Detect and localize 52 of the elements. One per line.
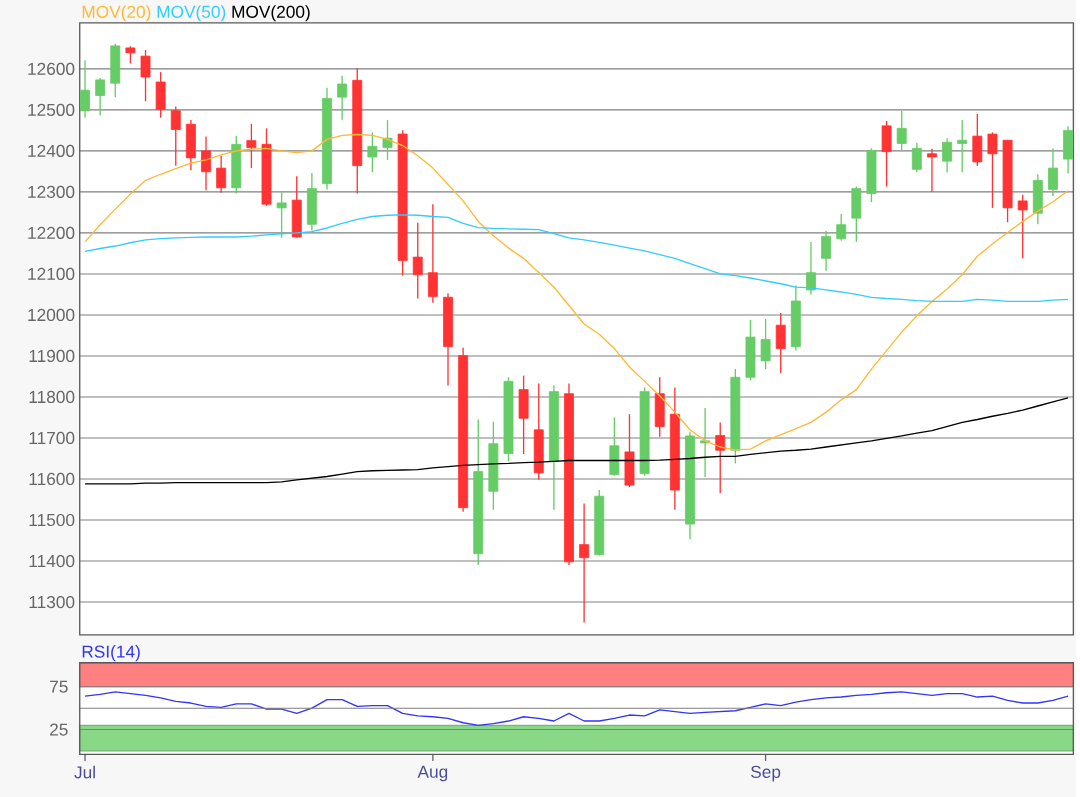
y-tick-label: 11600: [29, 472, 75, 485]
y-tick-label: 11700: [29, 431, 75, 444]
candlestick: [775, 312, 786, 374]
candlestick: [1017, 193, 1028, 259]
candlestick: [201, 135, 211, 191]
y-tick-label: 12000: [28, 308, 75, 321]
x-tick-label: Jul: [74, 765, 95, 779]
candlestick: [80, 59, 90, 119]
candlestick: [140, 49, 151, 102]
candlestick: [246, 123, 257, 169]
candlestick: [337, 75, 348, 121]
candlestick: [836, 213, 847, 242]
candlestick: [911, 141, 922, 173]
candlestick: [957, 119, 968, 173]
candlestick: [806, 241, 816, 295]
y-tick-label: 75: [50, 680, 68, 693]
y-tick-label: 12300: [28, 185, 75, 198]
text: MOV(50): [157, 5, 226, 22]
y-tick-label: 11400: [29, 554, 75, 567]
y-tick-label: 25: [50, 723, 68, 736]
candlestick: [170, 105, 181, 167]
chart-title: RSI(14): [82, 644, 140, 662]
candlestick: [95, 77, 106, 117]
x-tick-label: Aug: [417, 765, 448, 782]
text: MOV(200): [232, 5, 310, 22]
candlestick: [760, 318, 771, 370]
candlestick: [1048, 147, 1058, 197]
candlestick: [715, 421, 726, 494]
text: MOV(20): [82, 5, 151, 22]
candlestick: [896, 109, 907, 151]
candlestick: [700, 407, 711, 478]
y-tick-label: 12500: [28, 103, 75, 116]
candlestick: [382, 119, 393, 161]
y-tick-label: 11500: [29, 513, 75, 526]
y-tick-label: 11300: [29, 595, 75, 609]
y-tick-label: 12600: [28, 62, 75, 75]
candlestick: [367, 131, 378, 173]
y-tick-label: 12100: [28, 267, 75, 280]
y-tick-label: 11800: [29, 390, 75, 403]
candlestick: [276, 190, 287, 239]
y-tick-label: 11900: [29, 349, 75, 362]
y-tick-label: 12200: [28, 226, 75, 239]
candlestick: [987, 131, 998, 209]
candlestick: [216, 154, 227, 194]
x-tick-label: Sep: [751, 765, 781, 782]
candlestick: [579, 502, 590, 624]
candlestick: [927, 148, 937, 193]
candlestick: [427, 203, 438, 304]
candlestick: [821, 230, 832, 272]
candlestick: [412, 221, 423, 300]
candlestick: [942, 137, 953, 173]
y-tick-label: 12400: [28, 144, 75, 157]
